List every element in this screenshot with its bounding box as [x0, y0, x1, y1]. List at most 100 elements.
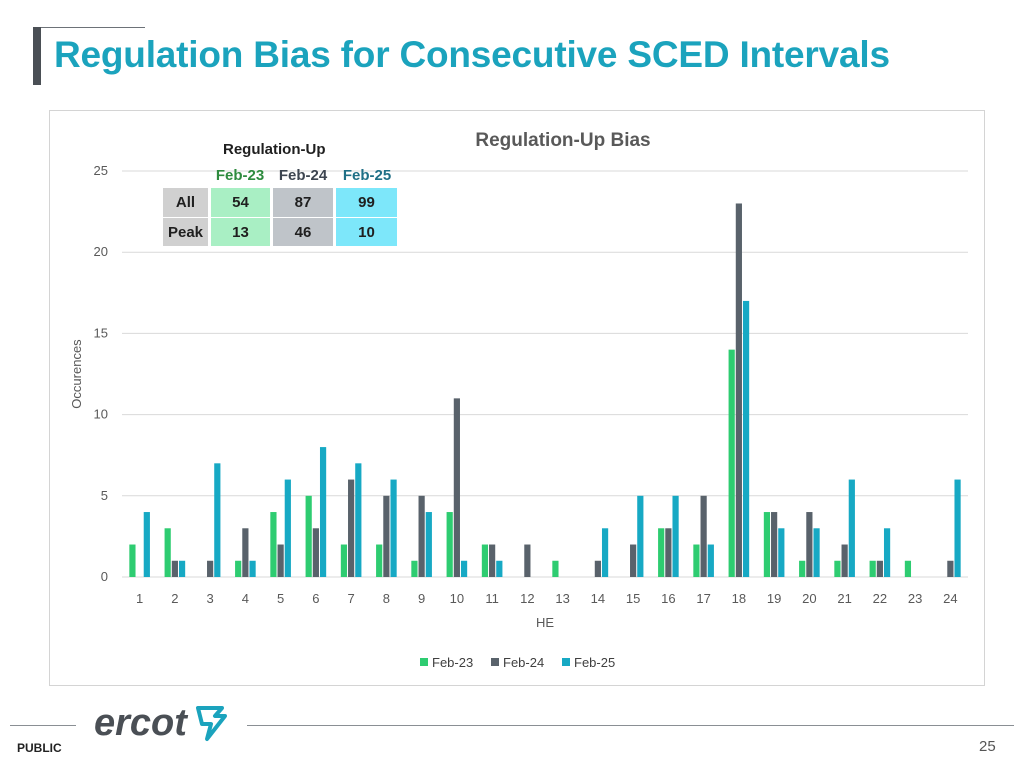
y-tick-label: 5 [101, 488, 108, 503]
bar-feb-23 [834, 560, 841, 577]
x-tick-label: 1 [136, 591, 143, 606]
bar-feb-24 [277, 544, 284, 577]
public-label: PUBLIC [17, 741, 62, 755]
bar-feb-23 [129, 544, 136, 577]
summary-cell-all-feb23: 54 [211, 188, 270, 217]
bar-feb-25 [778, 528, 785, 577]
x-tick-label: 3 [207, 591, 214, 606]
bar-feb-24 [348, 479, 355, 577]
bar-feb-25 [742, 300, 750, 577]
bar-feb-24 [700, 495, 707, 577]
bar-feb-25 [496, 560, 503, 577]
bar-feb-23 [270, 512, 277, 577]
bar-feb-25 [284, 479, 291, 577]
bar-feb-25 [601, 528, 609, 577]
bar-feb-24 [947, 560, 954, 577]
x-tick-label: 8 [383, 591, 390, 606]
bar-feb-24 [735, 203, 742, 577]
x-tick-label: 5 [277, 591, 284, 606]
x-tick-label: 14 [591, 591, 605, 606]
bar-feb-24 [383, 495, 390, 577]
summary-cell-peak-feb24: 46 [273, 218, 333, 246]
bar-feb-24 [171, 560, 178, 577]
page-number: 25 [979, 738, 996, 755]
bar-feb-23 [411, 560, 418, 577]
summary-cell-peak-feb25: 10 [336, 218, 397, 246]
bar-feb-24 [876, 560, 883, 577]
summary-col-header-feb24: Feb-24 [278, 166, 328, 184]
slide-title: Regulation Bias for Consecutive SCED Int… [54, 34, 890, 75]
bar-feb-25 [883, 528, 891, 577]
bar-feb-25 [425, 512, 432, 577]
chart-title: Regulation-Up Bias [475, 130, 650, 151]
bar-feb-24 [630, 544, 637, 577]
x-tick-label: 11 [485, 591, 499, 606]
logo-bolt-icon [196, 706, 227, 741]
legend-label: Feb-24 [503, 655, 544, 670]
summary-cell-peak-feb23: 13 [211, 218, 270, 246]
y-tick-label: 20 [94, 244, 108, 259]
bar-feb-25 [460, 560, 468, 577]
bar-feb-24 [594, 560, 601, 577]
bar-feb-23 [728, 349, 735, 577]
summary-row-label-all: All [163, 188, 208, 217]
x-tick-label: 10 [450, 591, 464, 606]
x-tick-label: 9 [418, 591, 425, 606]
x-tick-label: 20 [802, 591, 816, 606]
logo-wordmark: ercot [94, 702, 188, 744]
x-axis-label: HE [536, 615, 554, 630]
x-tick-label: 12 [520, 591, 534, 606]
bar-feb-23 [235, 560, 242, 577]
bar-feb-25 [848, 479, 855, 577]
summary-col-header-feb25: Feb-25 [342, 166, 392, 184]
bar-feb-25 [390, 479, 397, 577]
x-tick-label: 6 [312, 591, 319, 606]
x-tick-label: 19 [767, 591, 781, 606]
bar-feb-25 [355, 463, 362, 577]
bar-feb-24 [418, 495, 425, 577]
x-tick-label: 18 [732, 591, 746, 606]
bar-feb-25 [954, 479, 961, 577]
x-tick-label: 2 [171, 591, 178, 606]
legend-swatch [420, 658, 428, 666]
y-tick-label: 15 [94, 325, 108, 340]
title-accent-bar [33, 27, 41, 85]
x-tick-label: 7 [348, 591, 355, 606]
bar-feb-24 [453, 398, 460, 577]
y-axis-label: Occurences [69, 339, 84, 409]
x-tick-label: 21 [837, 591, 851, 606]
bar-feb-25 [249, 560, 256, 577]
summary-row-label-peak: Peak [163, 218, 208, 246]
bar-feb-23 [763, 512, 771, 577]
bar-feb-23 [446, 512, 453, 577]
ercot-logo: ercot [94, 699, 230, 751]
bar-feb-24 [242, 528, 249, 577]
y-tick-label: 0 [101, 569, 108, 584]
x-tick-label: 4 [242, 591, 249, 606]
summary-caption: Regulation-Up [223, 141, 326, 158]
bar-feb-24 [806, 512, 813, 577]
bar-feb-23 [658, 528, 665, 577]
bar-feb-24 [771, 512, 778, 577]
bar-feb-25 [319, 447, 327, 577]
bar-feb-23 [376, 544, 383, 577]
summary-col-header-feb23: Feb-23 [215, 166, 265, 184]
legend-swatch [562, 658, 570, 666]
bar-feb-24 [312, 528, 319, 577]
bar-feb-25 [707, 544, 714, 577]
x-tick-label: 24 [943, 591, 957, 606]
bar-feb-25 [672, 495, 679, 577]
title-rule [41, 27, 145, 28]
bar-feb-24 [841, 544, 848, 577]
bar-feb-24 [665, 528, 672, 577]
x-tick-label: 16 [661, 591, 675, 606]
bar-feb-23 [552, 560, 559, 577]
bar-feb-23 [904, 560, 912, 577]
bar-feb-23 [693, 544, 700, 577]
bar-feb-25 [813, 528, 820, 577]
bar-feb-24 [489, 544, 496, 577]
bar-feb-25 [143, 512, 150, 577]
legend-label: Feb-25 [574, 655, 615, 670]
legend-swatch [491, 658, 499, 666]
